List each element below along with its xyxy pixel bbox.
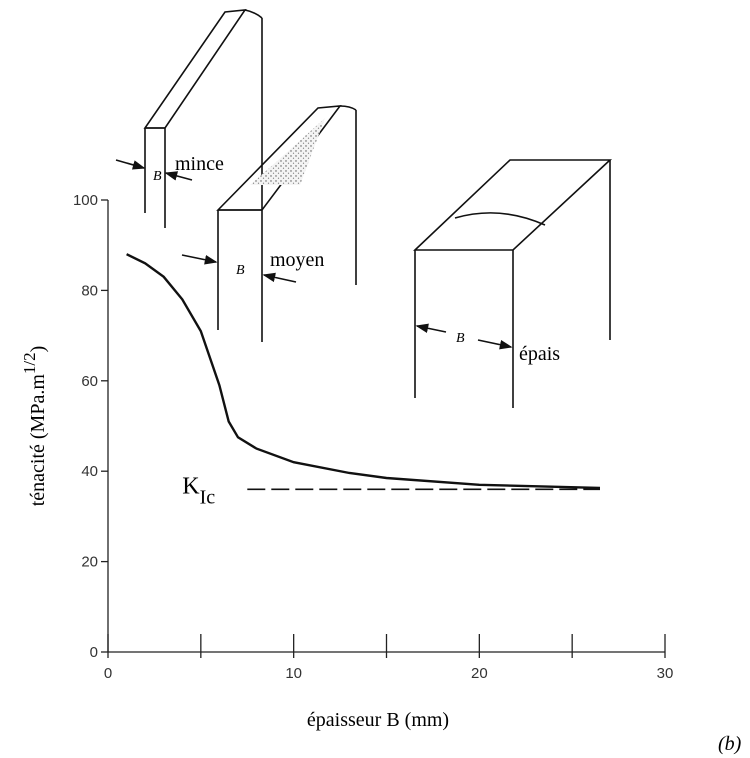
y-tick-label: 80 [81, 282, 98, 299]
y-label-text: ténacité (MPa.m [27, 374, 49, 507]
curve [126, 253, 601, 490]
label-main: K [182, 473, 200, 499]
y-tick-label: 0 [90, 644, 98, 661]
dimension-label: B [153, 169, 162, 184]
annotation: mince [175, 153, 224, 175]
specimen-thick [412, 159, 613, 408]
x-tick-label: 0 [104, 665, 112, 682]
dimension-label: B [456, 331, 465, 346]
y-tick-label: 60 [81, 373, 98, 390]
x-axis-label: épaisseur B (mm) [307, 709, 449, 731]
y-tick-label: 40 [81, 463, 98, 480]
annotation: moyen [270, 249, 324, 271]
specimen-medium [181, 105, 357, 342]
panel-label: (b) [718, 733, 742, 755]
x-tick-label: 20 [471, 665, 488, 682]
x-tick-label: 30 [657, 665, 674, 682]
x-tick-label: 10 [285, 665, 302, 682]
dimension-label: B [236, 263, 245, 278]
annotation: épais [519, 343, 560, 365]
series-label: KIc [182, 473, 215, 508]
y-tick-label: 20 [81, 554, 98, 571]
y-axis-label: ténacité (MPa.m1/2) [20, 346, 49, 507]
specimen-thin [115, 9, 263, 228]
y-label-superscript: 1/2 [20, 352, 39, 374]
label-subscript: Ic [200, 486, 216, 508]
y-tick-label: 100 [73, 192, 98, 209]
y-label-suffix: ) [27, 346, 49, 353]
